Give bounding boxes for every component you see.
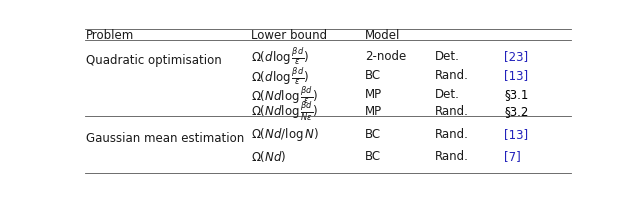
Text: Rand.: Rand.	[435, 149, 468, 162]
Text: BC: BC	[365, 149, 381, 162]
Text: Det.: Det.	[435, 88, 460, 101]
Text: Rand.: Rand.	[435, 104, 468, 117]
Text: BC: BC	[365, 127, 381, 140]
Text: Quadratic optimisation: Quadratic optimisation	[86, 54, 221, 66]
Text: MP: MP	[365, 104, 382, 117]
Text: [23]: [23]	[504, 50, 528, 63]
Text: MP: MP	[365, 88, 382, 101]
Text: [13]: [13]	[504, 127, 528, 140]
Text: §3.1: §3.1	[504, 88, 529, 101]
Text: Det.: Det.	[435, 50, 460, 63]
Text: Problem: Problem	[86, 29, 134, 42]
Text: §3.2: §3.2	[504, 104, 529, 117]
Text: BC: BC	[365, 69, 381, 82]
Text: Model: Model	[365, 29, 401, 42]
Text: Gaussian mean estimation: Gaussian mean estimation	[86, 131, 244, 144]
Text: Lower bound: Lower bound	[251, 29, 327, 42]
Text: Rand.: Rand.	[435, 127, 468, 140]
Text: $\Omega(d\log\frac{\beta d}{\varepsilon})$: $\Omega(d\log\frac{\beta d}{\varepsilon}…	[251, 45, 310, 67]
Text: [7]: [7]	[504, 149, 521, 162]
Text: $\Omega(d\log\frac{\beta d}{\varepsilon})$: $\Omega(d\log\frac{\beta d}{\varepsilon}…	[251, 65, 310, 86]
Text: 2-node: 2-node	[365, 50, 406, 63]
Text: $\Omega(Nd\log\frac{\beta d}{\varepsilon})$: $\Omega(Nd\log\frac{\beta d}{\varepsilon…	[251, 84, 318, 105]
Text: Rand.: Rand.	[435, 69, 468, 82]
Text: $\Omega(Nd\log\frac{\beta d}{N\varepsilon})$: $\Omega(Nd\log\frac{\beta d}{N\varepsilo…	[251, 99, 319, 122]
Text: $\Omega(Nd)$: $\Omega(Nd)$	[251, 148, 287, 163]
Text: [13]: [13]	[504, 69, 528, 82]
Text: $\Omega(Nd/\log N)$: $\Omega(Nd/\log N)$	[251, 125, 319, 142]
